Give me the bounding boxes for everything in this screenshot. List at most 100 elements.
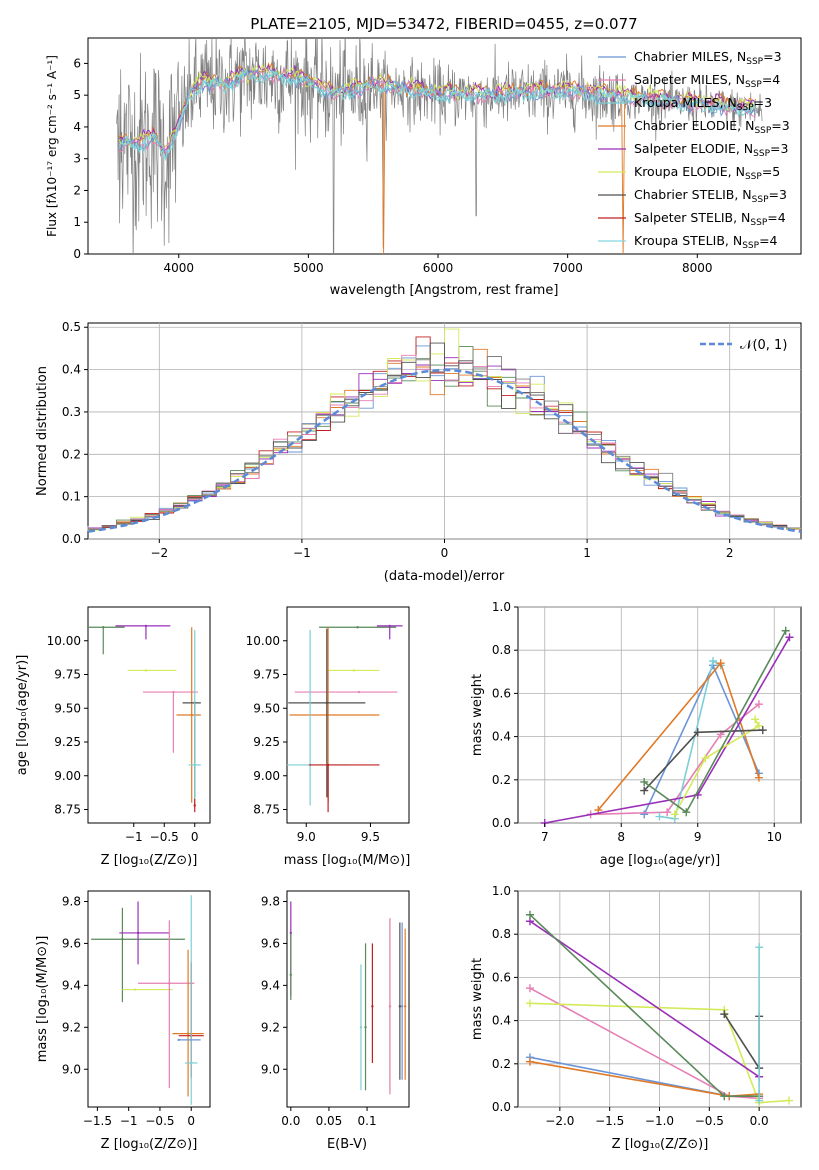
residual-xlabel: (data-model)/error	[384, 569, 505, 584]
y-tick-label: 9.6	[62, 936, 81, 950]
series-marker	[663, 808, 672, 817]
spectrum-axes-frame	[87, 37, 802, 255]
massweight-vs-metallicity-xlabel: Z [log₁₀(Z/Z⊙)]	[612, 1137, 709, 1152]
series-marker	[754, 721, 763, 730]
y-tick-label: 0.8	[492, 927, 511, 941]
data-point	[359, 1026, 363, 1029]
x-tick-label: 7	[541, 830, 549, 844]
data-point	[136, 931, 140, 935]
series-marker	[640, 786, 649, 795]
spectrum-title: PLATE=2105, MJD=53472, FIBERID=0455, z=0…	[250, 15, 637, 33]
legend-label-main: Chabrier ELODIE, N	[634, 118, 754, 133]
legend-label-main: Salpeter MILES, N	[634, 72, 745, 87]
legend-label-main: Salpeter STELIB, N	[634, 210, 750, 225]
legend-label-sub: SSP	[754, 126, 771, 136]
y-tick-label: 9.4	[261, 978, 280, 992]
legend-label: Salpeter STELIB, NSSP=4	[634, 210, 786, 228]
y-tick-label: 0.0	[492, 1100, 511, 1114]
mass-vs-metallicity-ticks: −1.5 −1 −0.5 0 9.0 9.2 9.4 9.6 9.8	[62, 894, 195, 1128]
y-tick-label: 0.6	[492, 970, 511, 984]
x-tick-label: −0.5	[145, 1114, 174, 1128]
y-tick-label: 10.00	[47, 634, 81, 648]
data-point	[325, 701, 329, 705]
legend-label-count: =4	[767, 210, 785, 225]
series-marker	[755, 1096, 764, 1105]
series-marker	[755, 943, 764, 952]
legend-label: Salpeter ELODIE, NSSP=3	[634, 141, 788, 159]
x-tick-label: −2	[150, 546, 168, 560]
y-tick-label: 10.00	[246, 634, 280, 648]
x-tick-label: 9.5	[361, 830, 380, 844]
series-marker	[640, 777, 649, 786]
y-tick-label: 3	[73, 152, 81, 166]
massweight-vs-metallicity-panel: −2.0 −1.5 −1.0 −0.5 0.0 0.0 0.2 0.4 0.6 0.8 1.0 Z …	[470, 884, 802, 1152]
y-tick-label: 2	[73, 183, 81, 197]
y-tick-label: 0.1	[62, 490, 81, 504]
residual-ticks: −2 −1 0 1 2 0.0 0.1 0.2 0.3 0.4 0.5	[62, 320, 734, 560]
data-point	[133, 988, 137, 991]
series-marker	[682, 808, 691, 817]
x-tick-label: 9	[694, 830, 702, 844]
legend-label-sub: SSP	[746, 57, 763, 67]
y-tick-label: 8.75	[253, 803, 280, 817]
x-tick-label: 5000	[293, 261, 324, 275]
series-line	[643, 630, 787, 814]
massweight-vs-age-xlabel: age [log₁₀(age/yr)]	[600, 853, 721, 868]
y-tick-label: 9.50	[54, 701, 81, 715]
series-line	[529, 914, 760, 1097]
series-marker	[754, 773, 763, 782]
spectrum-clipped	[116, 38, 763, 254]
y-tick-label: 1.0	[492, 600, 511, 614]
age-vs-mass-xlabel: mass [log₁₀(M/M⊙)]	[284, 853, 411, 868]
series-marker	[693, 728, 702, 737]
age-vs-mass-data	[287, 624, 403, 813]
x-tick-label: −2.0	[545, 1114, 574, 1128]
data-point	[326, 763, 330, 767]
spectrum-ylabel: Flux [fλ10⁻¹⁷ erg cm⁻² s⁻¹ A⁻¹]	[45, 55, 59, 237]
data-point	[356, 626, 359, 629]
mass-vs-ebv-data	[289, 901, 407, 1095]
y-tick-label: 0.0	[492, 816, 511, 830]
series-line	[674, 718, 760, 815]
data-point	[364, 1026, 367, 1029]
data-point	[403, 1005, 407, 1008]
normal-curve	[87, 368, 802, 533]
spectrum-model-line-kroupa_miles	[118, 68, 756, 159]
legend-label-count: =3	[769, 187, 787, 202]
massweight-vs-metallicity-ticks: −2.0 −1.5 −1.0 −0.5 0.0 0.0 0.2 0.4 0.6 0.8 1.0	[492, 884, 769, 1128]
x-tick-label: −1	[125, 830, 143, 844]
legend-label-sub: SSP	[737, 103, 754, 113]
legend-label-main: Kroupa MILES, N	[634, 95, 737, 110]
spectrum-ticks: 4000 5000 6000 7000 8000 0 1 2 3 4 5 6	[73, 56, 712, 275]
spectrum-data-layer	[116, 38, 763, 254]
panel-clipped	[91, 895, 204, 1105]
y-tick-label: 0.4	[492, 730, 511, 744]
data-point	[388, 624, 391, 628]
data-point	[352, 669, 355, 672]
age-vs-metallicity-ticks: −1 −0.5 0 8.75 9.00 9.25 9.50 9.75 10.00	[47, 634, 199, 844]
y-tick-label: 9.0	[62, 1062, 81, 1076]
mass-vs-metallicity-data	[91, 895, 204, 1105]
massweight-vs-metallicity-ylabel: mass weight	[470, 958, 485, 1040]
x-tick-label: 0.1	[358, 1114, 377, 1128]
data-point	[388, 1005, 392, 1008]
series-marker	[781, 626, 790, 635]
legend-label: Kroupa MILES, NSSP=3	[634, 95, 772, 113]
data-point	[121, 938, 124, 941]
series-marker	[720, 1010, 729, 1019]
massweight-vs-age-ylabel: mass weight	[470, 674, 485, 756]
y-tick-label: 9.0	[261, 1062, 280, 1076]
y-tick-label: 9.8	[62, 894, 81, 908]
y-tick-label: 9.00	[253, 769, 280, 783]
y-tick-label: 5	[73, 88, 81, 102]
x-tick-label: 2	[726, 546, 734, 560]
age-vs-mass-panel: 9.0 9.5 8.75 9.00 9.25 9.50 9.75 10.00 mass [lo…	[246, 606, 411, 868]
x-tick-label: −1	[293, 546, 311, 560]
x-tick-label: 10	[767, 830, 782, 844]
legend-label-sub: SSP	[742, 241, 759, 251]
legend-label-count: =3	[763, 49, 781, 64]
spectrum-xlabel: wavelength [Angstrom, rest frame]	[330, 283, 559, 298]
series-marker	[785, 633, 794, 642]
x-tick-label: −1.5	[595, 1114, 624, 1128]
